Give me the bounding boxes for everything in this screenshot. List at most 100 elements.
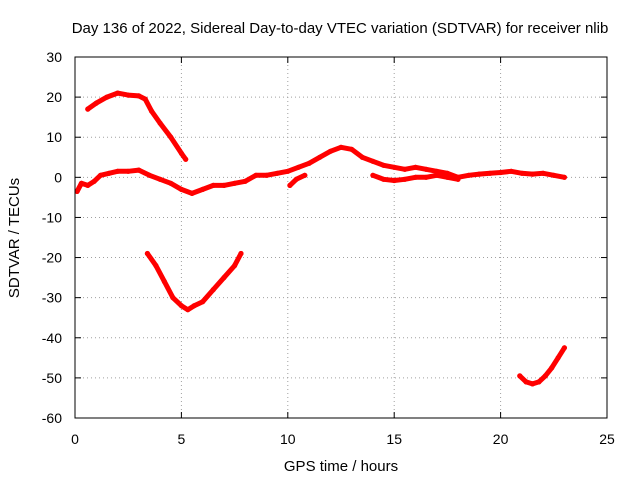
data-point xyxy=(253,172,259,178)
series-layer xyxy=(74,90,568,387)
x-tick-label: 20 xyxy=(493,431,509,447)
data-point xyxy=(561,345,568,351)
data-point xyxy=(85,106,91,112)
x-tick-label: 25 xyxy=(599,431,615,447)
data-point xyxy=(338,144,344,150)
series-arc-upper xyxy=(85,90,189,162)
data-point xyxy=(125,92,131,98)
x-tick-label: 5 xyxy=(178,431,186,447)
data-point xyxy=(412,174,419,180)
data-point xyxy=(542,373,548,379)
data-point xyxy=(412,164,419,170)
data-point xyxy=(370,172,376,178)
data-point xyxy=(434,172,440,178)
series-arc-bottom xyxy=(517,345,568,387)
grid xyxy=(75,57,607,418)
data-point xyxy=(200,186,206,192)
data-point xyxy=(104,94,110,100)
data-point xyxy=(210,287,216,293)
data-point xyxy=(178,303,184,309)
data-point xyxy=(549,365,555,371)
data-point xyxy=(423,166,429,172)
data-point xyxy=(402,166,408,172)
data-point xyxy=(189,190,195,196)
data-point xyxy=(106,170,112,176)
data-point xyxy=(210,182,216,188)
x-tick-label: 0 xyxy=(71,431,79,447)
data-point xyxy=(517,373,523,379)
plot-frame xyxy=(74,56,608,419)
y-tick-label: -60 xyxy=(42,410,62,426)
data-point xyxy=(97,172,104,178)
y-tick-label: -10 xyxy=(42,209,62,225)
data-point xyxy=(168,180,174,186)
data-point xyxy=(455,176,461,182)
data-point xyxy=(183,156,189,162)
data-point xyxy=(555,355,561,361)
data-point xyxy=(157,176,163,182)
data-point xyxy=(157,120,163,126)
data-point xyxy=(144,250,150,257)
data-point xyxy=(306,160,312,166)
data-point xyxy=(476,171,482,177)
data-point xyxy=(381,162,387,168)
data-point xyxy=(146,172,153,178)
y-tick-label: -40 xyxy=(42,330,62,346)
data-point xyxy=(178,186,184,192)
data-point xyxy=(317,154,323,160)
data-point xyxy=(349,146,355,152)
data-point xyxy=(232,263,238,269)
data-point xyxy=(78,180,84,186)
y-tick-label: -20 xyxy=(42,250,62,266)
data-point xyxy=(498,169,504,176)
ticks: 0 5 10 15 20 25 30 20 10 0 -10 -20 -30 -40 -50 -60 xyxy=(42,49,615,447)
data-point xyxy=(242,178,248,184)
series-line xyxy=(85,90,189,162)
data-point xyxy=(93,100,99,106)
data-point xyxy=(423,174,429,180)
data-point xyxy=(466,172,472,178)
data-point xyxy=(391,177,397,184)
data-point xyxy=(161,279,167,285)
data-point xyxy=(529,381,536,387)
series-line xyxy=(517,345,567,387)
y-tick-label: 30 xyxy=(46,49,62,65)
data-point xyxy=(74,188,80,194)
data-point xyxy=(115,168,121,174)
data-point xyxy=(302,172,308,178)
data-point xyxy=(487,170,493,176)
data-point xyxy=(551,172,557,178)
data-point xyxy=(285,168,291,174)
data-point xyxy=(191,303,197,309)
data-point xyxy=(238,250,244,257)
y-tick-label: 20 xyxy=(46,89,62,105)
data-point xyxy=(263,172,270,178)
data-point xyxy=(540,170,546,176)
data-point xyxy=(221,275,227,281)
data-point xyxy=(115,90,121,96)
data-point xyxy=(221,182,227,188)
chart-title: Day 136 of 2022, Sidereal Day-to-day VTE… xyxy=(72,20,609,37)
series-line xyxy=(74,144,567,196)
data-point xyxy=(508,168,514,174)
data-point xyxy=(523,379,529,385)
data-point xyxy=(327,148,333,154)
series-short-segment xyxy=(287,172,308,188)
data-point xyxy=(149,108,155,114)
series-lower-band xyxy=(370,172,461,184)
data-point xyxy=(444,174,450,180)
data-point xyxy=(232,180,238,186)
data-point xyxy=(168,134,174,140)
series-main-trace xyxy=(74,144,568,196)
data-point xyxy=(519,170,525,176)
data-point xyxy=(142,96,148,102)
x-axis-title: GPS time / hours xyxy=(284,458,398,475)
data-point xyxy=(561,174,568,180)
y-tick-label: -50 xyxy=(42,370,62,386)
data-point xyxy=(125,168,131,174)
data-point xyxy=(200,299,206,305)
data-point xyxy=(536,379,542,385)
data-point xyxy=(287,182,293,188)
data-point xyxy=(295,164,301,170)
